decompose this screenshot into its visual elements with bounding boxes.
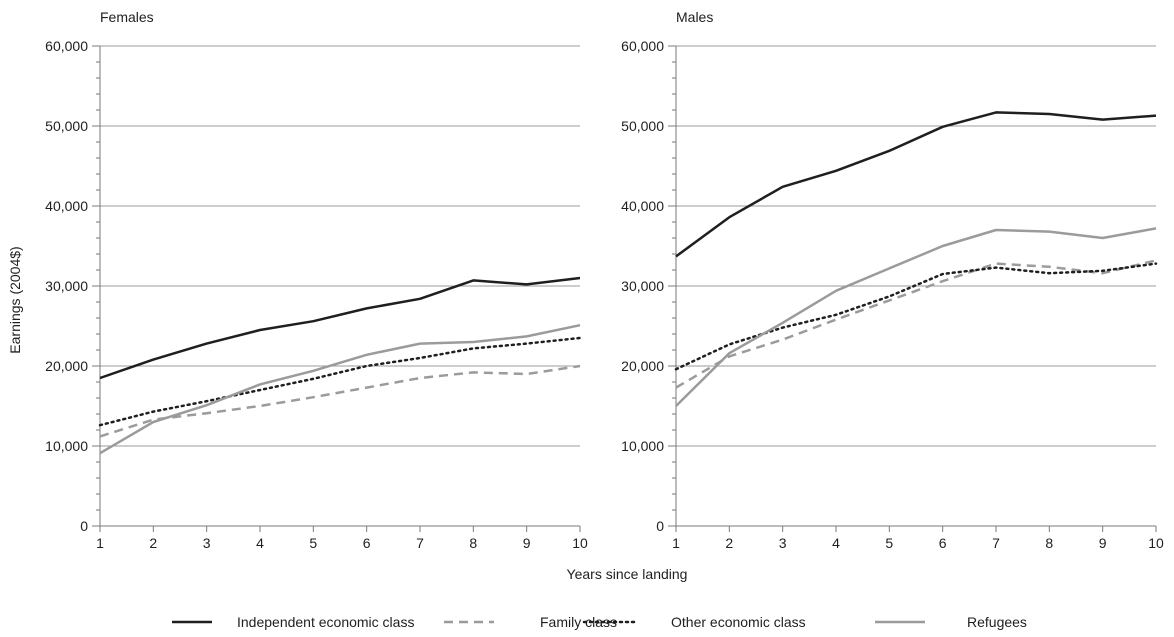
females-x-tick-label-0: 1: [96, 535, 104, 551]
males-y-tick-label-1: 10,000: [621, 438, 664, 454]
males-y-tick-label-4: 40,000: [621, 198, 664, 214]
legend-label-other-economic-class: Other economic class: [671, 614, 806, 630]
females-series-other-economic-class: [98, 336, 582, 427]
males-x-tick-label-8: 9: [1099, 535, 1107, 551]
females-series-refugees: [99, 323, 581, 455]
females-series-family-class: [99, 364, 581, 438]
females-x-tick-label-1: 2: [149, 535, 157, 551]
males-series-family-class: [675, 259, 1157, 389]
males-series-independent-economic-class: [675, 111, 1157, 258]
males-y-tick-label-3: 30,000: [621, 278, 664, 294]
females-y-tick-label-0: 0: [80, 518, 88, 534]
males-y-tick-label-5: 50,000: [621, 118, 664, 134]
y-axis-label: Earnings (2004$): [7, 246, 23, 353]
females-y-tick-label-3: 30,000: [45, 278, 88, 294]
males-x-tick-label-0: 1: [672, 535, 680, 551]
female-panel: Females 0 10,000 20,000 30,000 40,000 50,000 60…: [45, 9, 588, 551]
females-x-tick-label-2: 3: [203, 535, 211, 551]
males-x-tick-label-2: 3: [779, 535, 787, 551]
males-title: Males: [676, 9, 713, 25]
males-series-refugees: [675, 227, 1157, 407]
females-x-tick-label-7: 8: [469, 535, 477, 551]
females-x-tick-label-3: 4: [256, 535, 264, 551]
legend-label-refugees: Refugees: [967, 614, 1027, 630]
males-x-tick-label-7: 8: [1045, 535, 1053, 551]
males-x-tick-label-3: 4: [832, 535, 840, 551]
legend-label-family-class: Family class: [540, 614, 617, 630]
males-y-tick-label-6: 60,000: [621, 38, 664, 54]
females-series-independent-economic-class: [99, 276, 581, 380]
males-x-tick-label-6: 7: [992, 535, 1000, 551]
females-y-tick-label-5: 50,000: [45, 118, 88, 134]
females-y-tick-label-4: 40,000: [45, 198, 88, 214]
males-y-tick-label-0: 0: [656, 518, 664, 534]
females-y-tick-label-6: 60,000: [45, 38, 88, 54]
males-x-tick-label-9: 10: [1148, 535, 1164, 551]
legend-label-independent-economic-class: Independent economic class: [237, 614, 414, 630]
x-axis-label: Years since landing: [567, 566, 688, 582]
male-panel: Males 0 10,000 20,000 30,000 40,000 50,000 60,0…: [621, 9, 1164, 551]
females-x-tick-label-4: 5: [309, 535, 317, 551]
males-x-tick-label-5: 6: [939, 535, 947, 551]
males-y-tick-label-2: 20,000: [621, 358, 664, 374]
females-y-tick-label-2: 20,000: [45, 358, 88, 374]
females-x-tick-label-8: 9: [523, 535, 531, 551]
females-y-tick-label-1: 10,000: [45, 438, 88, 454]
legend: Independent economic class Family class Ot…: [172, 614, 1027, 630]
males-series-other-economic-class: [674, 262, 1158, 371]
females-x-tick-label-6: 7: [416, 535, 424, 551]
females-x-tick-label-9: 10: [572, 535, 588, 551]
males-x-tick-label-4: 5: [885, 535, 893, 551]
males-x-tick-label-1: 2: [725, 535, 733, 551]
females-title: Females: [100, 9, 154, 25]
females-x-tick-label-5: 6: [363, 535, 371, 551]
